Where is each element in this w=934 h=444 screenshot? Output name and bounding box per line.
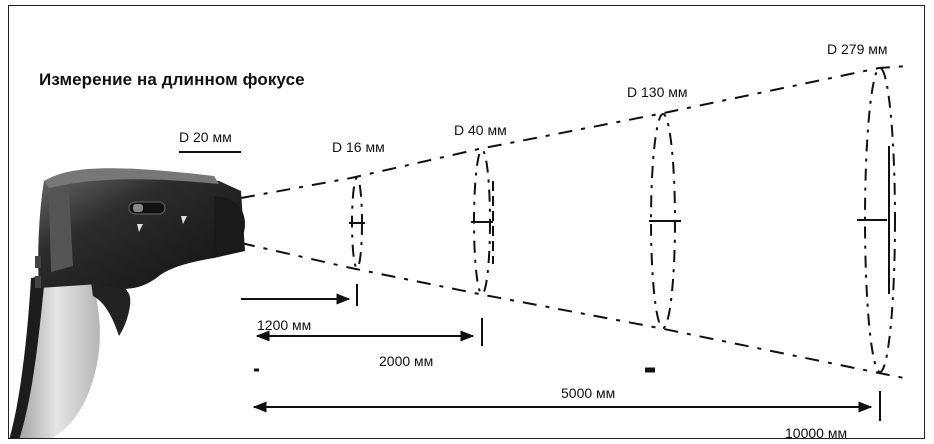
distance-label-2000: 2000 мм (379, 353, 434, 369)
infrared-thermometer-icon (9, 168, 245, 438)
spot-label-d279: D 279 мм (827, 41, 888, 57)
center-marks (349, 146, 890, 294)
beam-upper-line (240, 65, 910, 199)
measurement-diagram (9, 65, 910, 438)
diagram-frame: Измерение на длинном фокусе D 20 мм D 16… (8, 5, 925, 439)
diagram-title: Измерение на длинном фокусе (39, 70, 305, 89)
spot-label-d40: D 40 мм (454, 122, 507, 138)
distance-lines (241, 284, 881, 421)
spot-ellipses (351, 67, 896, 373)
spot-label-d20: D 20 мм (179, 129, 232, 145)
spot-ellipse-10000 (864, 67, 896, 373)
spot-label-d16: D 16 мм (332, 139, 385, 155)
distance-label-1200: 1200 мм (257, 317, 312, 333)
beam-lower-line (240, 242, 910, 380)
distance-label-10000: 10000 мм (785, 425, 848, 439)
distance-label-5000: 5000 мм (561, 385, 616, 401)
beam-cone (240, 65, 910, 380)
spot-label-d130: D 130 мм (627, 84, 688, 100)
